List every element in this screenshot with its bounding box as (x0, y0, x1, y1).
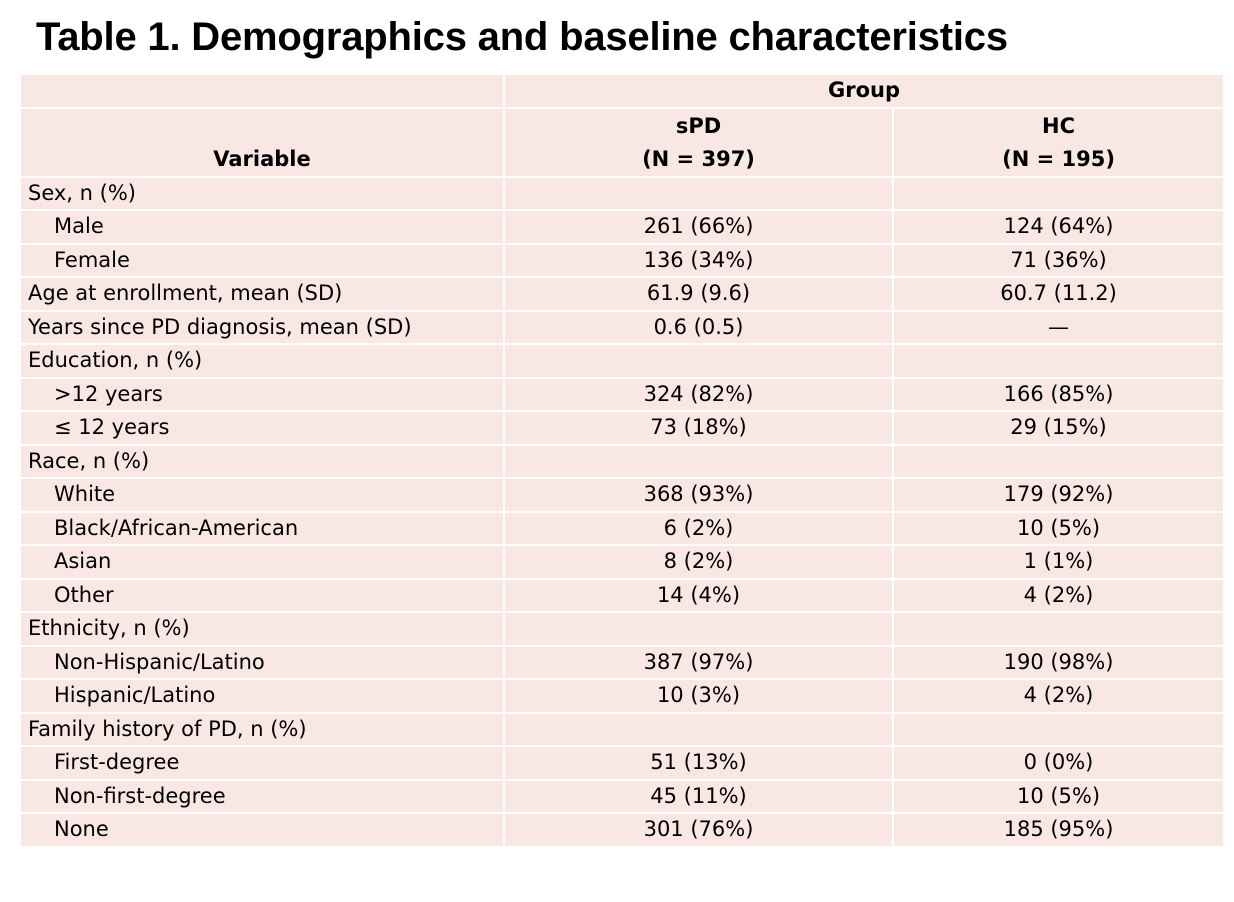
hc-column-count: (N = 195) (1002, 146, 1115, 171)
table-row: None 301 (76%) 185 (95%) (19, 812, 1226, 848)
spd-cell (503, 175, 894, 211)
row-label: None (19, 812, 505, 848)
variable-header: Variable (19, 106, 505, 178)
table-row: Non-Hispanic/Latino 387 (97%) 190 (98%) (19, 644, 1226, 680)
spd-cell (503, 343, 894, 379)
row-label: Family history of PD, n (%) (19, 711, 505, 747)
hc-cell: 71 (36%) (891, 242, 1226, 278)
row-label: Race, n (%) (19, 443, 505, 479)
hc-column-name: HC (1042, 113, 1075, 138)
table-row: Years since PD diagnosis, mean (SD) 0.6 … (19, 309, 1226, 345)
table-title: Table 1. Demographics and baseline chara… (36, 15, 1008, 59)
demographics-table: Group Variable sPD (N = 397) HC (N = 195… (19, 73, 1226, 848)
row-label: ≤ 12 years (19, 410, 505, 446)
table-row: Female 136 (34%) 71 (36%) (19, 242, 1226, 278)
hc-cell: 1 (1%) (891, 544, 1226, 580)
spd-cell: 324 (82%) (503, 376, 894, 412)
category-row: Family history of PD, n (%) (19, 711, 1226, 747)
hc-cell (891, 711, 1226, 747)
spd-cell: 368 (93%) (503, 477, 894, 513)
hc-cell: 166 (85%) (891, 376, 1226, 412)
table-row: >12 years 324 (82%) 166 (85%) (19, 376, 1226, 412)
spd-column-header: sPD (N = 397) (503, 106, 894, 178)
row-label: Non-first-degree (19, 778, 505, 814)
row-label: Male (19, 209, 505, 245)
table-row: White 368 (93%) 179 (92%) (19, 477, 1226, 513)
hc-cell: 179 (92%) (891, 477, 1226, 513)
spd-column-count: (N = 397) (642, 146, 755, 171)
table-row: First-degree 51 (13%) 0 (0%) (19, 745, 1226, 781)
hc-cell (891, 611, 1226, 647)
spd-cell: 136 (34%) (503, 242, 894, 278)
hc-cell (891, 343, 1226, 379)
spd-cell: 45 (11%) (503, 778, 894, 814)
row-label: Black/African-American (19, 510, 505, 546)
column-header-row: Variable sPD (N = 397) HC (N = 195) (19, 106, 1226, 178)
category-row: Education, n (%) (19, 343, 1226, 379)
spd-cell: 10 (3%) (503, 678, 894, 714)
hc-column-header: HC (N = 195) (891, 106, 1226, 178)
table-row: Male 261 (66%) 124 (64%) (19, 209, 1226, 245)
hc-cell (891, 443, 1226, 479)
row-label: Female (19, 242, 505, 278)
hc-cell (891, 175, 1226, 211)
hc-cell: 124 (64%) (891, 209, 1226, 245)
table-body: Sex, n (%) Male 261 (66%) 124 (64%) Fema… (19, 175, 1226, 848)
table-header: Group Variable sPD (N = 397) HC (N = 195… (19, 73, 1226, 178)
group-header-row: Group (19, 73, 1226, 109)
table-row: Black/African-American 6 (2%) 10 (5%) (19, 510, 1226, 546)
row-label: Sex, n (%) (19, 175, 505, 211)
spd-cell (503, 611, 894, 647)
hc-cell: 4 (2%) (891, 577, 1226, 613)
row-label: Years since PD diagnosis, mean (SD) (19, 309, 505, 345)
category-row: Ethnicity, n (%) (19, 611, 1226, 647)
row-label: Non-Hispanic/Latino (19, 644, 505, 680)
row-label: First-degree (19, 745, 505, 781)
table-row: Asian 8 (2%) 1 (1%) (19, 544, 1226, 580)
hc-cell: 10 (5%) (891, 778, 1226, 814)
hc-cell: 185 (95%) (891, 812, 1226, 848)
spd-cell (503, 443, 894, 479)
spd-column-name: sPD (675, 113, 722, 138)
spd-cell: 387 (97%) (503, 644, 894, 680)
row-label: >12 years (19, 376, 505, 412)
table-row: Hispanic/Latino 10 (3%) 4 (2%) (19, 678, 1226, 714)
row-label: Ethnicity, n (%) (19, 611, 505, 647)
hc-cell: 29 (15%) (891, 410, 1226, 446)
hc-cell: 10 (5%) (891, 510, 1226, 546)
table-row: Age at enrollment, mean (SD) 61.9 (9.6) … (19, 276, 1226, 312)
spd-cell: 73 (18%) (503, 410, 894, 446)
header-blank-cell (19, 73, 505, 109)
spd-cell: 261 (66%) (503, 209, 894, 245)
spd-cell: 61.9 (9.6) (503, 276, 894, 312)
hc-cell: 0 (0%) (891, 745, 1226, 781)
group-header: Group (502, 73, 1226, 109)
spd-cell: 301 (76%) (503, 812, 894, 848)
table-row: Non-first-degree 45 (11%) 10 (5%) (19, 778, 1226, 814)
hc-cell: 60.7 (11.2) (891, 276, 1226, 312)
row-label: Hispanic/Latino (19, 678, 505, 714)
spd-cell: 6 (2%) (503, 510, 894, 546)
hc-cell: 4 (2%) (891, 678, 1226, 714)
table-row: Other 14 (4%) 4 (2%) (19, 577, 1226, 613)
category-row: Race, n (%) (19, 443, 1226, 479)
table-row: ≤ 12 years 73 (18%) 29 (15%) (19, 410, 1226, 446)
category-row: Sex, n (%) (19, 175, 1226, 211)
row-label: Other (19, 577, 505, 613)
spd-cell: 14 (4%) (503, 577, 894, 613)
row-label: White (19, 477, 505, 513)
row-label: Asian (19, 544, 505, 580)
hc-cell: — (891, 309, 1226, 345)
hc-cell: 190 (98%) (891, 644, 1226, 680)
row-label: Education, n (%) (19, 343, 505, 379)
row-label: Age at enrollment, mean (SD) (19, 276, 505, 312)
spd-cell (503, 711, 894, 747)
spd-cell: 51 (13%) (503, 745, 894, 781)
spd-cell: 8 (2%) (503, 544, 894, 580)
spd-cell: 0.6 (0.5) (503, 309, 894, 345)
